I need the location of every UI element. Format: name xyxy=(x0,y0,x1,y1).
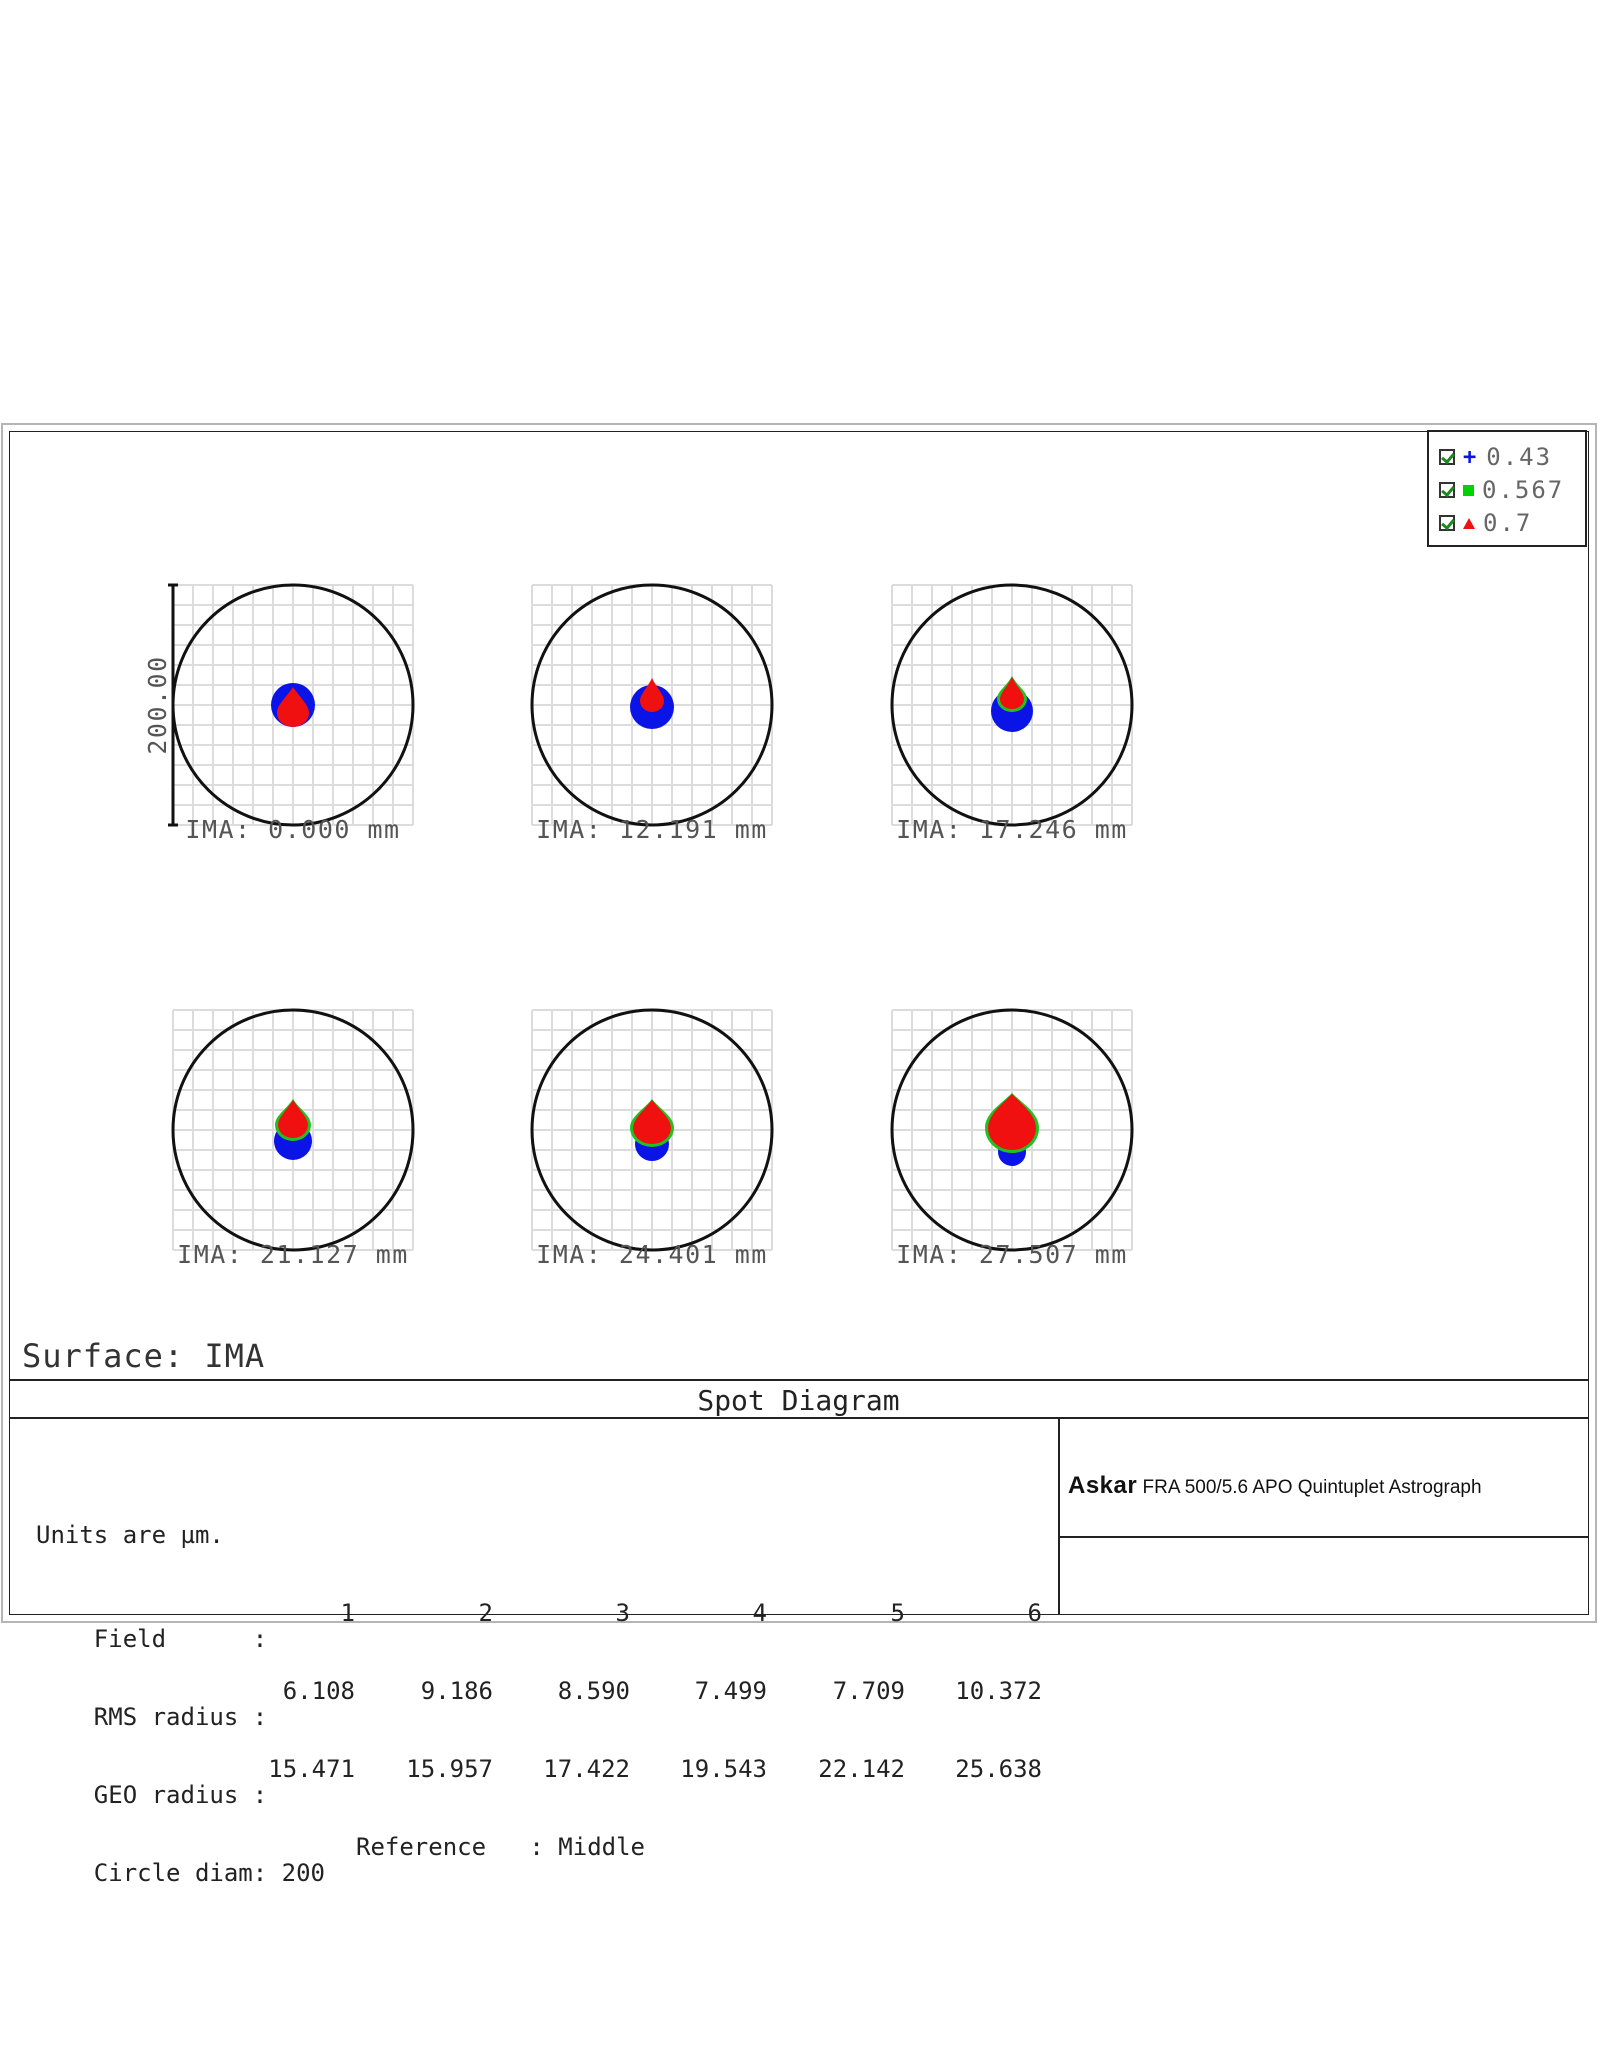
scale-bar-label: 200.00 xyxy=(143,655,172,754)
geo-value: 15.471 xyxy=(268,1755,355,1783)
field-number: 1 xyxy=(340,1599,355,1627)
field-number: 6 xyxy=(1027,1599,1042,1627)
legend-label: 0.43 xyxy=(1486,443,1553,471)
units-text: Units are µm. xyxy=(36,1521,224,1549)
geo-value: 22.142 xyxy=(818,1755,905,1783)
checkbox-icon[interactable] xyxy=(1439,449,1455,465)
field-number: 5 xyxy=(890,1599,905,1627)
geo-value: 15.957 xyxy=(406,1755,493,1783)
checkbox-icon[interactable] xyxy=(1439,515,1455,531)
product-label: Askar FRA 500/5.6 APO Quintuplet Astrogr… xyxy=(1068,1472,1482,1500)
geo-label: GEO radius : xyxy=(93,1781,268,1809)
spot-panel: IMA: 24.401 mm xyxy=(530,1008,774,1269)
circle-diam-label: Circle diam: 200 xyxy=(93,1859,325,1887)
info-divider-vertical xyxy=(1058,1419,1060,1615)
reference-label: Reference : Middle xyxy=(356,1833,645,1861)
spot-panel: IMA: 17.246 mm xyxy=(890,583,1134,844)
airy-circle xyxy=(530,583,774,827)
square-icon xyxy=(1463,484,1474,496)
spot-0.7 xyxy=(988,1094,1036,1150)
legend: + 0.43 0.567 0.7 xyxy=(1427,430,1587,547)
info-divider-horizontal xyxy=(1058,1536,1588,1538)
checkbox-icon[interactable] xyxy=(1439,482,1455,498)
rms-value: 7.709 xyxy=(832,1677,905,1705)
spot-0.7 xyxy=(277,687,309,727)
rms-row: RMS radius : 6.108 9.186 8.590 7.499 7.7… xyxy=(36,1678,1042,1730)
legend-item-0.43[interactable]: + 0.43 xyxy=(1439,442,1552,472)
spot-panel: IMA: 27.507 mm xyxy=(890,1008,1134,1269)
airy-circle xyxy=(530,1008,774,1252)
airy-circle xyxy=(890,583,1134,827)
plus-icon: + xyxy=(1463,444,1479,470)
geo-value: 17.422 xyxy=(543,1755,630,1783)
rms-value: 7.499 xyxy=(694,1677,767,1705)
product-model: FRA 500/5.6 APO Quintuplet Astrograph xyxy=(1142,1477,1482,1498)
field-label: IMA: 17.246 mm xyxy=(896,815,1128,844)
field-label: IMA: 21.127 mm xyxy=(177,1240,409,1269)
field-label: IMA: 12.191 mm xyxy=(536,815,768,844)
legend-label: 0.567 xyxy=(1482,476,1565,504)
units-row: Units are µm. xyxy=(36,1522,325,1548)
spot-panel: IMA: 0.000 mm xyxy=(171,583,415,844)
field-number: 4 xyxy=(752,1599,767,1627)
circle-row: Circle diam: 200 Reference : Middle xyxy=(36,1834,645,1886)
triangle-icon xyxy=(1463,517,1475,529)
field-label: IMA: 24.401 mm xyxy=(536,1240,768,1269)
rms-value: 8.590 xyxy=(557,1677,630,1705)
legend-item-0.7[interactable]: 0.7 xyxy=(1439,508,1532,538)
field-label: IMA: 27.507 mm xyxy=(896,1240,1128,1269)
spot-0.7 xyxy=(640,678,664,712)
surface-label: Surface: IMA xyxy=(22,1337,266,1375)
field-label: Field : xyxy=(93,1625,268,1653)
legend-label: 0.7 xyxy=(1483,509,1533,537)
spot-0.7 xyxy=(278,1100,308,1138)
plot-frame xyxy=(1,423,1597,1623)
spot-0.7 xyxy=(1000,677,1024,709)
field-number: 3 xyxy=(615,1599,630,1627)
title-band: Spot Diagram xyxy=(9,1379,1588,1419)
field-label: IMA: 0.000 mm xyxy=(185,815,400,844)
spot-info-table: Units are µm. Field : 1 2 3 4 5 6 RMS ra… xyxy=(36,1470,1042,1886)
rms-value: 6.108 xyxy=(282,1677,355,1705)
chart-title: Spot Diagram xyxy=(697,1384,900,1417)
rms-value: 10.372 xyxy=(955,1677,1042,1705)
rms-value: 9.186 xyxy=(420,1677,493,1705)
airy-circle xyxy=(171,1008,415,1252)
geo-row: GEO radius : 15.471 15.957 17.422 19.543… xyxy=(36,1756,1042,1808)
brand-logo: Askar xyxy=(1068,1472,1138,1499)
rms-label: RMS radius : xyxy=(93,1703,268,1731)
geo-value: 19.543 xyxy=(680,1755,767,1783)
field-number: 2 xyxy=(478,1599,493,1627)
airy-circle xyxy=(890,1008,1134,1252)
geo-value: 25.638 xyxy=(955,1755,1042,1783)
spot-0.7 xyxy=(633,1100,671,1144)
spot-panel: IMA: 21.127 mm xyxy=(171,1008,415,1269)
legend-item-0.567[interactable]: 0.567 xyxy=(1439,475,1564,505)
field-row: Field : 1 2 3 4 5 6 xyxy=(36,1600,1042,1652)
plot-border xyxy=(9,431,1589,1615)
spot-panel: IMA: 12.191 mm xyxy=(530,583,774,844)
